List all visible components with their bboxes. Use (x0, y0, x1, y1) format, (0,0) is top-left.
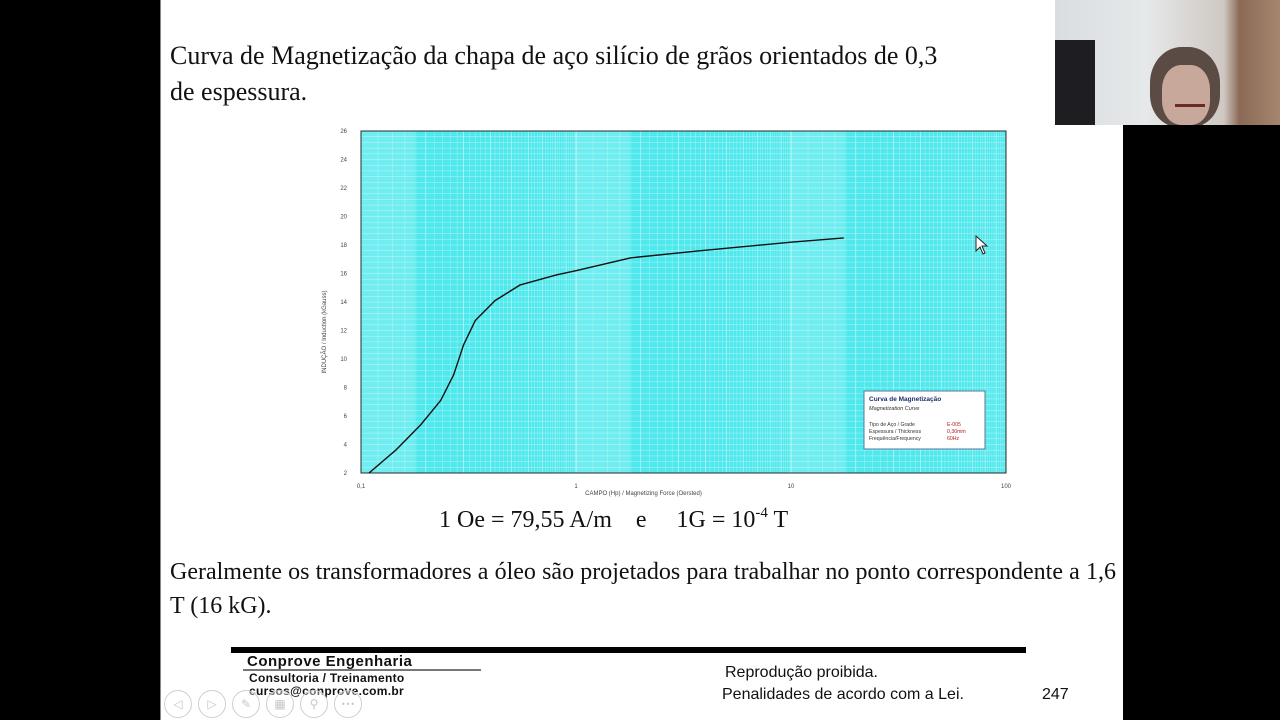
previous-slide-button[interactable]: ◁ (164, 690, 192, 718)
zoom-button[interactable]: ⚲ (300, 690, 328, 718)
formula-gauss-unit: T (767, 507, 789, 533)
slides-overview-button[interactable]: ▦ (266, 690, 294, 718)
legend-row-value: 60Hz (947, 436, 960, 442)
x-axis-label: CAMPO (Hp) / Magnetizing Force (Oersted) (585, 491, 702, 497)
y-tick-label: 8 (344, 386, 348, 392)
y-tick-label: 26 (340, 129, 347, 135)
y-tick-label: 6 (344, 414, 348, 420)
x-tick-label: 0,1 (357, 484, 366, 490)
legend-title: Curva de Magnetização (869, 396, 941, 403)
more-options-button[interactable]: ••• (334, 690, 362, 718)
y-tick-label: 14 (340, 300, 347, 306)
chart-legend-box: Curva de Magnetização Magnetization Curve… (863, 390, 986, 450)
ellipsis-icon: ••• (340, 699, 356, 709)
y-tick-label: 12 (340, 329, 347, 335)
y-tick-label: 24 (340, 158, 347, 164)
slide: Curva de Magnetização da chapa de aço si… (160, 0, 1124, 720)
copyright-notice-line1: Reprodução proibida. (725, 664, 878, 681)
y-tick-label: 16 (340, 272, 347, 278)
y-tick-label: 2 (344, 471, 348, 477)
y-tick-label: 10 (340, 357, 347, 363)
formula-conjunction: e (635, 507, 647, 533)
y-tick-label: 20 (340, 215, 347, 221)
formula-gauss-exponent: -4 (755, 505, 768, 521)
slide-title: Curva de Magnetização da chapa de aço si… (170, 41, 938, 106)
webcam-presenter-face (1162, 65, 1210, 125)
legend-row-label: Espessura / Thickness (869, 429, 921, 435)
magnifier-icon: ⚲ (309, 697, 319, 711)
slide-body-text: Geralmente os transformadores a óleo são… (170, 559, 1116, 619)
y-tick-label: 22 (340, 186, 347, 192)
headset-mic (1175, 104, 1205, 107)
company-underline (243, 669, 481, 671)
presenter-webcam (1055, 0, 1280, 125)
chevron-right-icon: ▷ (207, 697, 217, 711)
y-axis-label: INDUÇÃO / Induction (kGauss) (321, 290, 328, 373)
y-tick-label: 4 (344, 443, 348, 449)
formula-oersted: 1 Oe = 79,55 A/m (439, 507, 612, 533)
footer-divider (231, 647, 1026, 653)
pen-tool-button[interactable]: ✎ (232, 690, 260, 718)
formula-gauss-base: 1G = 10 (676, 507, 756, 533)
next-slide-button[interactable]: ▷ (198, 690, 226, 718)
page-number: 247 (1042, 686, 1069, 703)
legend-row-label: Frequência/Frequency (869, 436, 921, 442)
slideshow-controls: ◁ ▷ ✎ ▦ ⚲ ••• (164, 690, 362, 718)
chevron-left-icon: ◁ (173, 697, 183, 711)
legend-subtitle: Magnetization Curve (869, 406, 919, 412)
pen-icon: ✎ (240, 697, 252, 711)
legend-row-label: Tipo de Aço / Grade (869, 422, 915, 428)
y-tick-label: 18 (340, 243, 347, 249)
legend-row-value: 0,30mm (947, 429, 966, 435)
unit-conversion-formula: 1 Oe = 79,55 A/m e 1G = 10-4 T (439, 505, 788, 534)
magnetization-curve (368, 237, 844, 474)
magnetization-chart: 2 4 6 8 10 12 14 16 18 20 22 24 26 0,1 1 10 100 CAMPO (Hp… (311, 125, 1031, 505)
x-tick-label: 1 (574, 484, 578, 490)
webcam-background-cabinet (1055, 40, 1095, 125)
company-subtitle: Consultoria / Treinamento (249, 671, 405, 685)
copyright-notice-line2: Penalidades de acordo com a Lei. (722, 686, 964, 703)
x-tick-label: 100 (1001, 484, 1012, 490)
legend-row-value: E-005 (947, 422, 961, 428)
mouse-cursor-icon (975, 235, 989, 255)
grid-icon: ▦ (274, 697, 286, 711)
x-tick-label: 10 (788, 484, 795, 490)
company-name: Conprove Engenharia (247, 653, 413, 670)
